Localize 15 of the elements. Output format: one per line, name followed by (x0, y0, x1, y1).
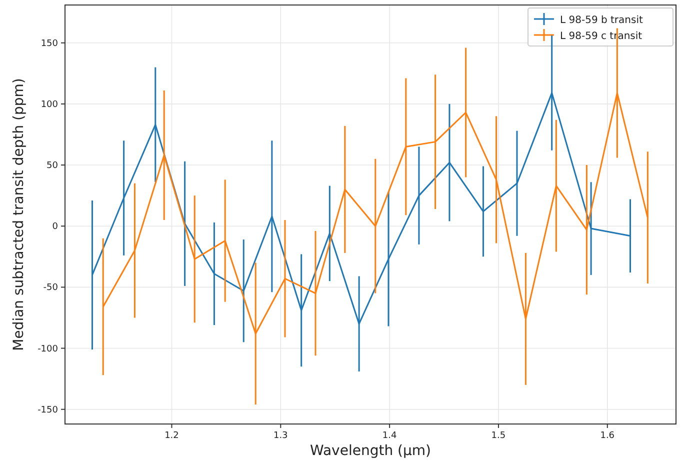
y-tick-label: 0 (52, 222, 58, 232)
y-tick-label: 100 (40, 100, 58, 110)
y-tick-label: -50 (43, 283, 58, 294)
x-axis-title: Wavelength (μm) (310, 443, 431, 459)
x-tick-label: 1.2 (164, 431, 179, 441)
y-tick-label: -100 (38, 344, 58, 354)
y-tick-label: 150 (40, 38, 58, 49)
y-axis-title: Median subtracted transit depth (ppm) (11, 78, 27, 351)
x-tick-label: 1.4 (382, 431, 397, 441)
y-tick-label: -150 (38, 405, 58, 416)
y-tick-label: 50 (46, 161, 58, 172)
x-tick-label: 1.5 (491, 431, 506, 441)
x-tick-label: 1.6 (600, 431, 615, 441)
legend-label: L 98-59 b transit (560, 15, 643, 26)
x-tick-label: 1.3 (273, 431, 288, 441)
